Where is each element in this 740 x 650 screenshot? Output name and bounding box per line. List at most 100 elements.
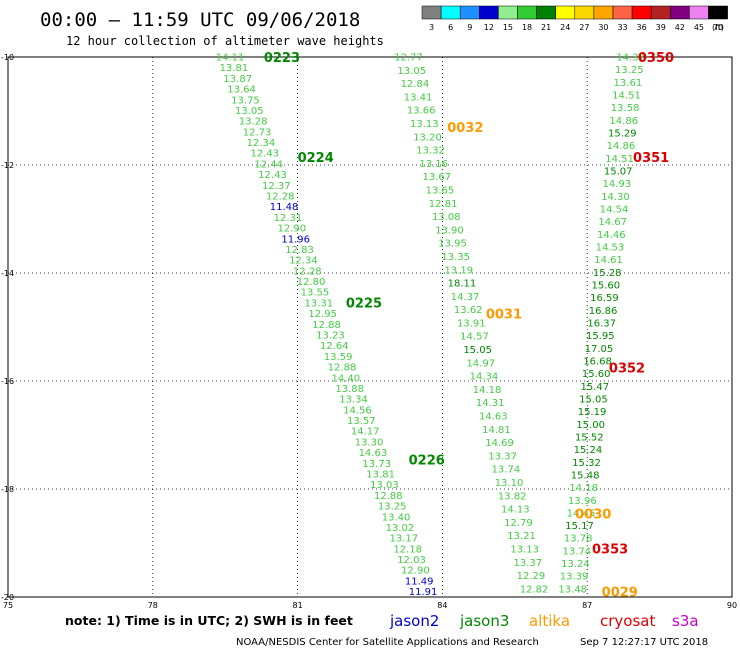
wave-height-value: 13.66 xyxy=(407,106,436,117)
wave-height-value: 13.64 xyxy=(227,85,256,96)
scale-label: 9 xyxy=(467,23,472,32)
wave-height-value: 13.41 xyxy=(404,92,433,103)
x-tick-label: 78 xyxy=(148,601,158,610)
wave-height-value: 13.25 xyxy=(615,65,644,76)
wave-height-value: 13.24 xyxy=(561,559,590,570)
scale-swatch xyxy=(574,5,595,20)
wave-height-value: 13.62 xyxy=(454,305,483,316)
wave-height-value: 13.37 xyxy=(488,451,517,462)
wave-height-value: 13.10 xyxy=(495,478,524,489)
wave-height-value: 12.80 xyxy=(297,277,326,288)
wave-height-value: 13.82 xyxy=(498,491,527,502)
wave-height-value: 13.40 xyxy=(382,512,411,523)
wave-height-value: 12.37 xyxy=(262,181,291,192)
scale-swatch xyxy=(612,5,633,20)
wave-height-value: 13.75 xyxy=(231,95,260,106)
plot-frame xyxy=(7,56,733,598)
scale-swatch xyxy=(631,5,652,20)
color-scale: 3 6 9 12 15 18 21 24 27 30 33 36 39 42 45 70 xyxy=(421,5,728,32)
wave-height-value: 12.82 xyxy=(520,584,549,595)
wave-height-value: 14.61 xyxy=(594,255,623,266)
page-subtitle: 12 hour collection of altimeter wave hei… xyxy=(66,34,384,48)
wave-height-value: 15.48 xyxy=(571,470,600,481)
x-tick-label: 75 xyxy=(3,601,13,610)
y-tick-label: -16 xyxy=(1,377,14,386)
wave-height-value: 12.73 xyxy=(243,127,272,138)
wave-height-value: 16.59 xyxy=(590,293,619,304)
wave-height-value: 13.02 xyxy=(386,523,415,534)
wave-height-value: 12.43 xyxy=(258,170,287,181)
scale-swatch xyxy=(670,5,690,20)
x-tick-label: 81 xyxy=(293,601,303,610)
wave-height-value: 12.88 xyxy=(328,363,357,374)
y-tick-label: -20 xyxy=(1,593,14,602)
x-tick-label: 84 xyxy=(437,601,447,610)
scale-unit-label: (ft) xyxy=(712,23,724,32)
wave-height-value: 12.18 xyxy=(393,544,422,555)
pass-time-label: 0032 xyxy=(447,121,483,136)
wave-height-value: 13.34 xyxy=(339,395,368,406)
x-tick-label: 87 xyxy=(582,601,592,610)
scale-label: 3 xyxy=(429,23,434,32)
wave-height-value: 13.57 xyxy=(347,416,376,427)
wave-height-value: 13.08 xyxy=(432,212,461,223)
scale-label: 39 xyxy=(656,23,666,32)
wave-height-value: 15.00 xyxy=(576,420,605,431)
wave-height-value: 12.43 xyxy=(250,149,279,160)
wave-height-value: 14.56 xyxy=(343,405,372,416)
wave-height-value: 13.59 xyxy=(324,352,353,363)
wave-height-value: 14.69 xyxy=(485,438,514,449)
page-title: 00:00 — 11:59 UTC 09/06/2018 xyxy=(40,9,360,31)
wave-height-value: 13.74 xyxy=(492,465,521,476)
wave-height-value: 14.51 xyxy=(605,154,634,165)
scale-label: 21 xyxy=(541,23,551,32)
wave-height-value: 13.37 xyxy=(514,558,543,569)
wave-height-value: 14.86 xyxy=(609,116,638,127)
wave-height-value: 12.64 xyxy=(320,341,349,352)
wave-height-value: 13.48 xyxy=(558,584,587,595)
wave-height-value: 12.28 xyxy=(266,191,295,202)
wave-height-value: 12.81 xyxy=(429,199,458,210)
y-tick-label: -18 xyxy=(1,485,14,494)
wave-height-value: 12.77 xyxy=(394,53,423,64)
wave-height-value: 13.88 xyxy=(335,384,364,395)
wave-height-value: 13.05 xyxy=(235,106,264,117)
wave-height-value: 13.19 xyxy=(444,265,473,276)
scale-label: 6 xyxy=(448,23,453,32)
scale-swatch xyxy=(689,5,709,20)
pass-time-label: 0351 xyxy=(633,151,669,166)
wave-height-value: 12.29 xyxy=(517,571,546,582)
wave-height-value: 14.86 xyxy=(607,141,636,152)
legend-s3a: s3a xyxy=(672,612,699,630)
scale-label: 70 xyxy=(713,23,723,32)
wave-height-value: 14.37 xyxy=(451,292,480,303)
wave-height-value: 13.78 xyxy=(564,534,593,545)
legend-cryosat: cryosat xyxy=(600,612,655,630)
wave-height-value: 13.21 xyxy=(507,531,536,542)
scale-label: 27 xyxy=(579,23,589,32)
wave-height-value: 13.03 xyxy=(370,480,399,491)
footer-timestamp: Sep 7 12:27:17 UTC 2018 xyxy=(580,637,708,648)
scale-swatch xyxy=(536,5,556,20)
wave-height-value: 14.18 xyxy=(473,385,502,396)
wave-height-value: 16.68 xyxy=(583,356,612,367)
wave-height-value: 11.49 xyxy=(405,576,434,587)
legend-altika: altika xyxy=(529,612,570,630)
wave-height-value: 11.48 xyxy=(270,202,299,213)
scale-label: 30 xyxy=(598,23,608,32)
wave-height-value: 12.44 xyxy=(254,159,283,170)
legend-jason2: jason2 xyxy=(389,612,439,630)
wave-height-value: 13.20 xyxy=(413,132,442,143)
scale-label: 24 xyxy=(560,23,570,32)
wave-height-value: 15.52 xyxy=(575,432,604,443)
wave-height-value: 12.83 xyxy=(285,245,314,256)
wave-height-value: 14.51 xyxy=(612,90,641,101)
wave-height-value: 12.28 xyxy=(293,266,322,277)
scale-label: 42 xyxy=(675,23,685,32)
footer-note: note: 1) Time is in UTC; 2) SWH is in fe… xyxy=(65,613,353,628)
wave-height-value: 13.91 xyxy=(457,318,486,329)
pass-time-label: 0226 xyxy=(409,453,445,468)
wave-height-value: 14.34 xyxy=(470,372,499,383)
wave-height-value: 12.90 xyxy=(277,224,306,235)
scale-label: 18 xyxy=(522,23,532,32)
